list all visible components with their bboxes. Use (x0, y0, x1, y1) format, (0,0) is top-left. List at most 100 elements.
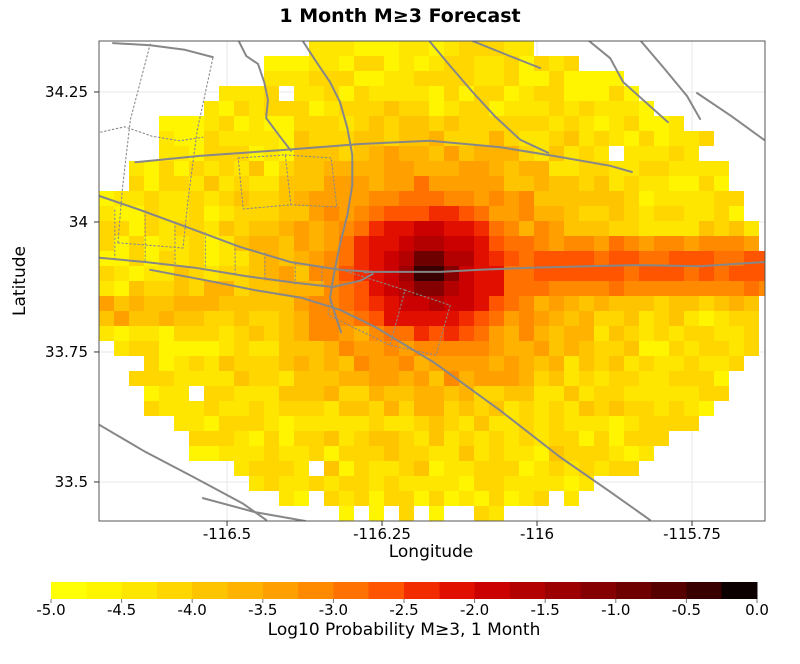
heatmap-cell (249, 371, 264, 386)
heatmap-cell (639, 311, 654, 326)
heatmap-cell (339, 476, 354, 491)
heatmap-cell (699, 266, 714, 281)
heatmap-cell (264, 71, 279, 86)
heatmap-cell (144, 176, 159, 191)
heatmap-cell (594, 296, 609, 311)
heatmap-cell (384, 461, 399, 476)
heatmap-cell (114, 341, 129, 356)
heatmap-cell (459, 431, 474, 446)
heatmap-cell (384, 176, 399, 191)
heatmap-cell (249, 311, 264, 326)
heatmap-cell (354, 71, 369, 86)
heatmap-cell (729, 266, 744, 281)
heatmap-cell (249, 326, 264, 341)
heatmap-cell (339, 161, 354, 176)
heatmap-cell (549, 386, 564, 401)
heatmap-cell (189, 401, 204, 416)
heatmap-cell (549, 416, 564, 431)
heatmap-cell (99, 326, 114, 341)
heatmap-cell (309, 341, 324, 356)
heatmap-cell (654, 146, 669, 161)
heatmap-cell (369, 101, 384, 116)
heatmap-cell (519, 371, 534, 386)
heatmap-cell (699, 356, 714, 371)
heatmap-cell (354, 176, 369, 191)
heatmap-cell (414, 221, 429, 236)
heatmap-cell (729, 251, 744, 266)
heatmap-cell (249, 401, 264, 416)
heatmap-cell (414, 251, 429, 266)
heatmap-cell (459, 416, 474, 431)
heatmap-cell (384, 491, 399, 506)
heatmap-cell (594, 461, 609, 476)
heatmap-cell (144, 371, 159, 386)
heatmap-cell (324, 161, 339, 176)
heatmap-cell (189, 416, 204, 431)
heatmap-cell (624, 116, 639, 131)
heatmap-cell (549, 356, 564, 371)
heatmap-cell (564, 431, 579, 446)
heatmap-cell (354, 191, 369, 206)
heatmap-cell (369, 461, 384, 476)
heatmap-cell (654, 311, 669, 326)
heatmap-cell (489, 431, 504, 446)
heatmap-cell (624, 101, 639, 116)
colorbar-segment (474, 582, 511, 599)
x-tick-label: -115.75 (663, 525, 721, 543)
heatmap-cell (204, 191, 219, 206)
heatmap-cell (294, 266, 309, 281)
heatmap-cell (204, 101, 219, 116)
heatmap-cell (369, 371, 384, 386)
heatmap-cell (609, 221, 624, 236)
heatmap-cell (669, 371, 684, 386)
heatmap-cell (489, 341, 504, 356)
heatmap-cell (309, 401, 324, 416)
heatmap-cell (234, 131, 249, 146)
heatmap-cell (279, 206, 294, 221)
heatmap-cell (594, 101, 609, 116)
heatmap-cell (159, 191, 174, 206)
heatmap-cell (489, 146, 504, 161)
heatmap-cell (459, 131, 474, 146)
heatmap-cell (249, 146, 264, 161)
heatmap-cell (294, 386, 309, 401)
heatmap-cell (744, 326, 759, 341)
heatmap-cell (504, 56, 519, 71)
heatmap-cell (174, 176, 189, 191)
heatmap-cell (114, 311, 129, 326)
heatmap-cell (474, 191, 489, 206)
heatmap-cell (174, 116, 189, 131)
colorbar-tick-label: 0.0 (745, 601, 769, 619)
heatmap-cell (744, 281, 759, 296)
heatmap-cell (534, 446, 549, 461)
heatmap-cell (219, 296, 234, 311)
heatmap-cell (129, 281, 144, 296)
colorbar-segment (262, 582, 299, 599)
heatmap-cell (594, 431, 609, 446)
heatmap-cell (624, 281, 639, 296)
heatmap-cell (324, 386, 339, 401)
heatmap-cell (444, 86, 459, 101)
heatmap-cell (609, 356, 624, 371)
heatmap-cell (369, 161, 384, 176)
heatmap-cell (459, 116, 474, 131)
heatmap-cell (489, 251, 504, 266)
heatmap-cell (204, 221, 219, 236)
heatmap-cell (669, 146, 684, 161)
heatmap-cell (279, 71, 294, 86)
heatmap-cell (399, 56, 414, 71)
heatmap-cell (609, 401, 624, 416)
heatmap-cell (504, 371, 519, 386)
heatmap-cell (354, 371, 369, 386)
heatmap-cell (669, 236, 684, 251)
heatmap-cell (519, 101, 534, 116)
heatmap-cell (684, 356, 699, 371)
heatmap-cell (534, 491, 549, 506)
x-axis-label: Longitude (388, 542, 474, 562)
heatmap-cell (669, 116, 684, 131)
heatmap-cell (534, 311, 549, 326)
heatmap-cell (609, 371, 624, 386)
y-tick-label: 34 (68, 212, 88, 231)
